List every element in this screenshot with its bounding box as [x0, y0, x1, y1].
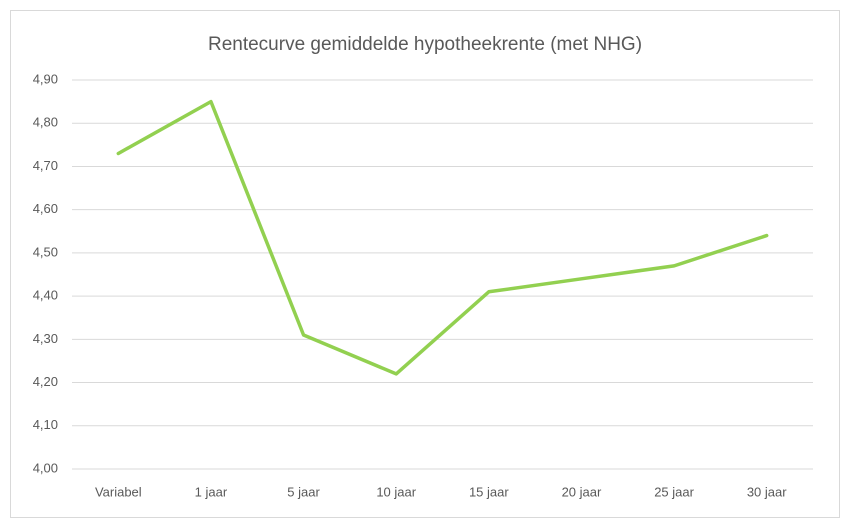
y-tick-label: 4,70 [33, 158, 58, 173]
x-tick-label: 10 jaar [376, 484, 416, 499]
y-tick-label: 4,30 [33, 331, 58, 346]
y-tick-label: 4,60 [33, 201, 58, 216]
y-tick-label: 4,10 [33, 417, 58, 432]
chart-border [10, 10, 840, 518]
y-tick-label: 4,80 [33, 115, 58, 130]
y-tick-label: 4,00 [33, 460, 58, 475]
y-tick-label: 4,50 [33, 244, 58, 259]
chart-title: Rentecurve gemiddelde hypotheekrente (me… [208, 34, 642, 55]
x-tick-label: Variabel [95, 484, 142, 499]
x-tick-label: 1 jaar [195, 484, 228, 499]
x-tick-label: 25 jaar [654, 484, 694, 499]
y-tick-label: 4,90 [33, 71, 58, 86]
x-tick-label: 20 jaar [562, 484, 602, 499]
x-tick-label: 30 jaar [747, 484, 787, 499]
x-tick-label: 15 jaar [469, 484, 509, 499]
y-tick-label: 4,40 [33, 288, 58, 303]
data-line [116, 99, 769, 376]
y-tick-label: 4,20 [33, 374, 58, 389]
x-tick-label: 5 jaar [287, 484, 320, 499]
